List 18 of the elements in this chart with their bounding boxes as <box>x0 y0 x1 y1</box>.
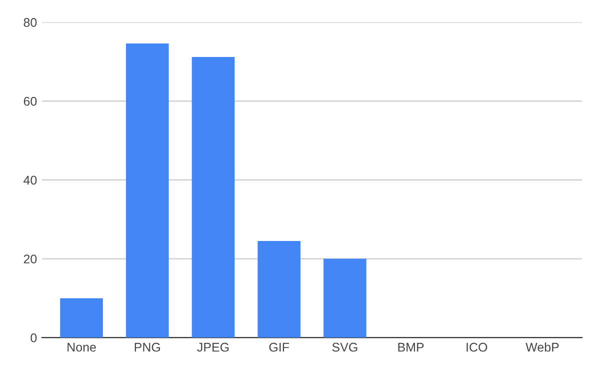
x-tick-label: SVG <box>332 342 358 352</box>
x-tick-label: PNG <box>134 342 160 352</box>
x-tick-label: None <box>68 342 96 352</box>
x-tick-label: WebP <box>526 342 559 352</box>
y-tick-label: 40 <box>24 176 37 185</box>
y-tick-label: 80 <box>24 18 37 27</box>
bar <box>60 298 103 338</box>
y-tick-label: 60 <box>24 96 37 106</box>
x-tick-label: JPEG <box>197 342 229 352</box>
bar <box>258 241 300 338</box>
x-tick-label: GIF <box>269 342 289 352</box>
y-tick-label: 0 <box>30 333 37 342</box>
x-tick-label: BMP <box>398 342 424 352</box>
y-tick-label: 20 <box>24 254 37 264</box>
bar <box>126 44 169 338</box>
x-tick-label: ICO <box>466 342 488 352</box>
bar <box>192 56 235 338</box>
bar <box>324 258 366 338</box>
